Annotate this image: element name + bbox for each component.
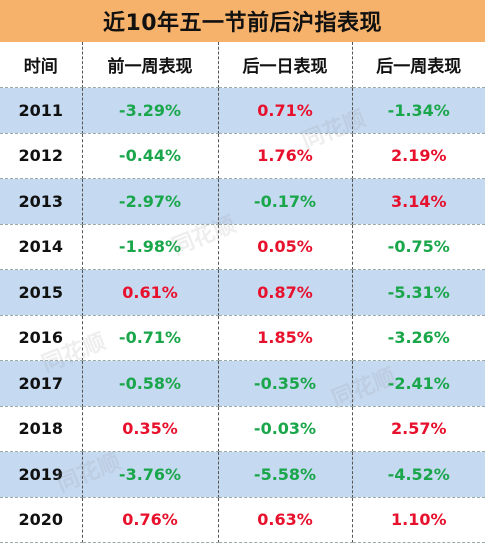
- after-week-cell: -4.52%: [352, 451, 485, 498]
- table-row: 2015 0.61% 0.87% -5.31%: [0, 269, 485, 316]
- year-cell: 2020: [0, 497, 83, 543]
- before-week-cell: -3.29%: [82, 87, 219, 134]
- year-cell: 2013: [0, 178, 83, 225]
- after-week-cell: 1.10%: [352, 497, 485, 543]
- header-after-day: 后一日表现: [218, 42, 353, 88]
- table-row: 2016 -0.71% 1.85% -3.26%: [0, 315, 485, 361]
- after-day-cell: -0.35%: [218, 360, 353, 407]
- after-week-cell: -0.75%: [352, 224, 485, 270]
- after-day-cell: 1.85%: [218, 315, 353, 361]
- before-week-cell: 0.76%: [82, 497, 219, 543]
- table-title: 近10年五一节前后沪指表现: [0, 0, 485, 42]
- after-day-cell: 0.71%: [218, 87, 353, 134]
- after-day-cell: -0.17%: [218, 178, 353, 225]
- before-week-cell: 0.35%: [82, 406, 219, 452]
- before-week-cell: -3.76%: [82, 451, 219, 498]
- before-week-cell: -0.71%: [82, 315, 219, 361]
- header-time: 时间: [0, 42, 83, 88]
- before-week-cell: 0.61%: [82, 269, 219, 316]
- header-row: 时间 前一周表现 后一日表现 后一周表现: [0, 42, 485, 88]
- table-row: 2014 -1.98% 0.05% -0.75%: [0, 224, 485, 270]
- after-week-cell: -3.26%: [352, 315, 485, 361]
- table-row: 2018 0.35% -0.03% 2.57%: [0, 406, 485, 452]
- after-day-cell: -5.58%: [218, 451, 353, 498]
- year-cell: 2019: [0, 451, 83, 498]
- year-cell: 2012: [0, 133, 83, 179]
- after-week-cell: -5.31%: [352, 269, 485, 316]
- table-row: 2012 -0.44% 1.76% 2.19%: [0, 133, 485, 179]
- table-row: 2020 0.76% 0.63% 1.10%: [0, 497, 485, 543]
- after-day-cell: 0.05%: [218, 224, 353, 270]
- after-day-cell: 0.63%: [218, 497, 353, 543]
- year-cell: 2015: [0, 269, 83, 316]
- header-after-week: 后一周表现: [352, 42, 485, 88]
- year-cell: 2018: [0, 406, 83, 452]
- table-row: 2013 -2.97% -0.17% 3.14%: [0, 178, 485, 225]
- after-day-cell: 0.87%: [218, 269, 353, 316]
- after-day-cell: -0.03%: [218, 406, 353, 452]
- after-day-cell: 1.76%: [218, 133, 353, 179]
- after-week-cell: -1.34%: [352, 87, 485, 134]
- before-week-cell: -1.98%: [82, 224, 219, 270]
- year-cell: 2016: [0, 315, 83, 361]
- year-cell: 2011: [0, 87, 83, 134]
- before-week-cell: -0.44%: [82, 133, 219, 179]
- after-week-cell: 2.57%: [352, 406, 485, 452]
- table-row: 2019 -3.76% -5.58% -4.52%: [0, 451, 485, 498]
- year-cell: 2017: [0, 360, 83, 407]
- header-before-week: 前一周表现: [82, 42, 219, 88]
- before-week-cell: -0.58%: [82, 360, 219, 407]
- before-week-cell: -2.97%: [82, 178, 219, 225]
- after-week-cell: 3.14%: [352, 178, 485, 225]
- table-row: 2011 -3.29% 0.71% -1.34%: [0, 87, 485, 134]
- after-week-cell: 2.19%: [352, 133, 485, 179]
- after-week-cell: -2.41%: [352, 360, 485, 407]
- shanghai-index-table: 时间 前一周表现 后一日表现 后一周表现 2011 -3.29% 0.71% -1.3…: [0, 42, 485, 543]
- year-cell: 2014: [0, 224, 83, 270]
- table-row: 2017 -0.58% -0.35% -2.41%: [0, 360, 485, 407]
